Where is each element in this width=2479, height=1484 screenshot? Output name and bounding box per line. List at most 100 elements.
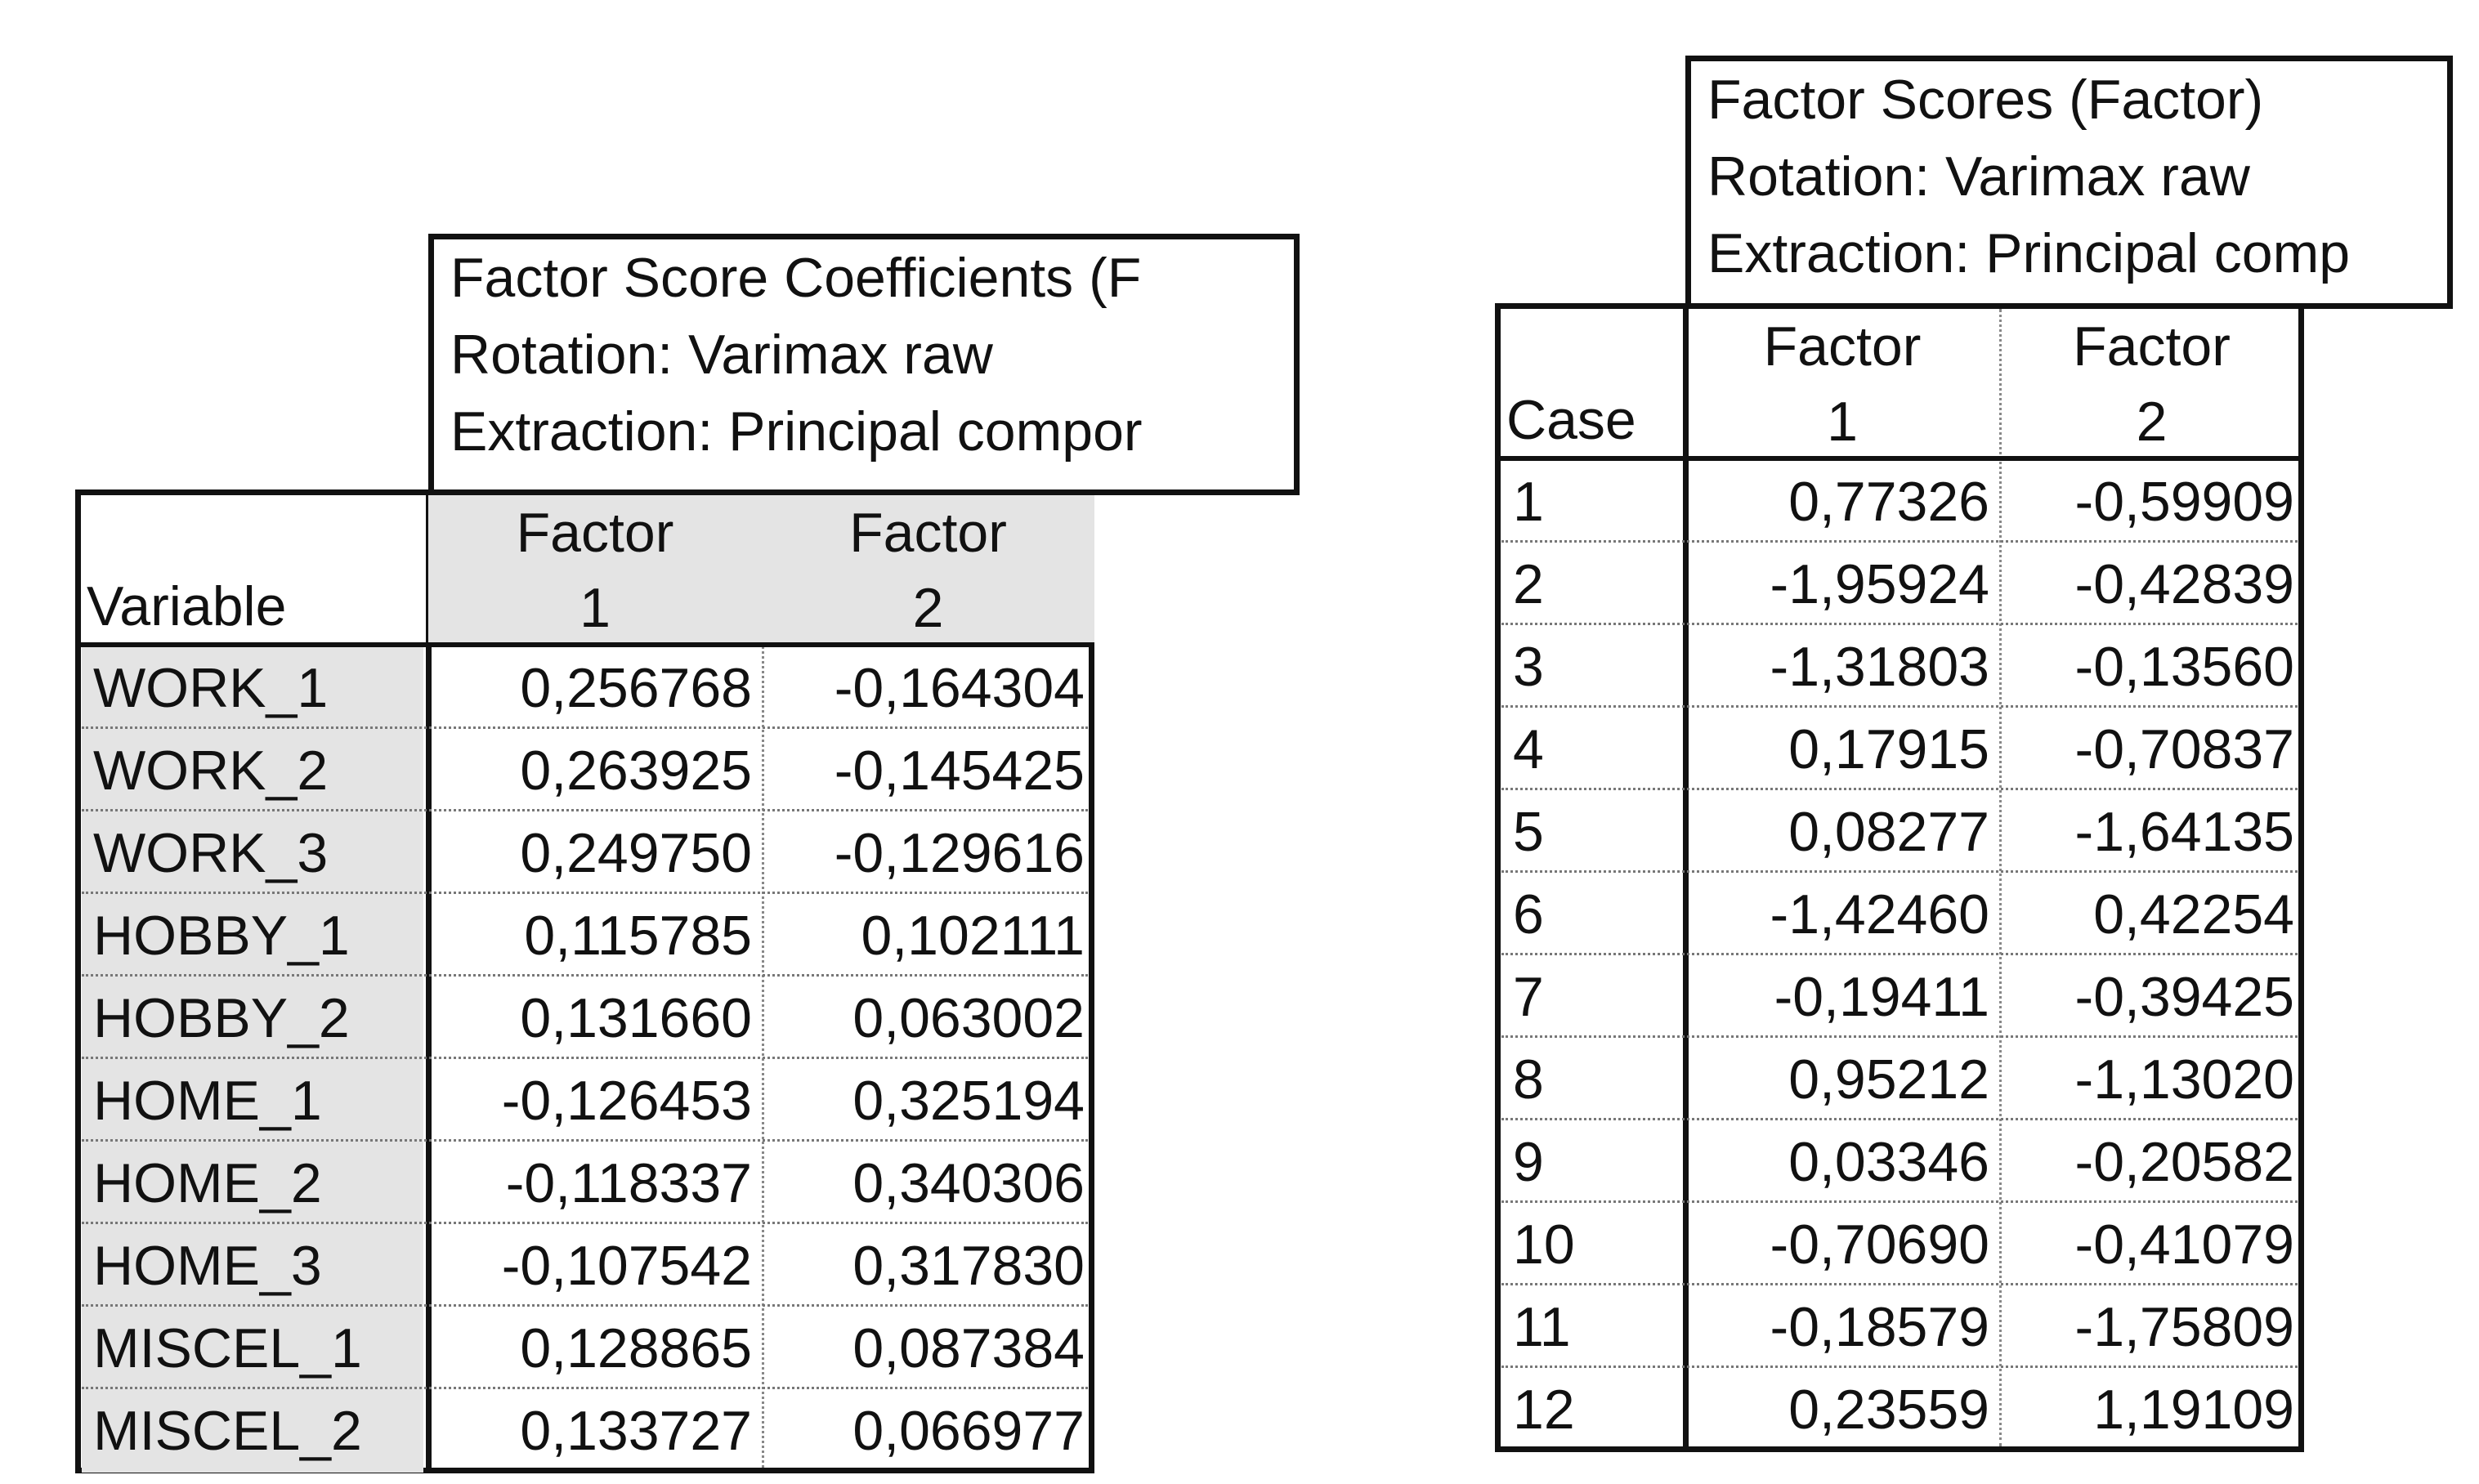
row-divider (82, 726, 1088, 729)
factor-header-line2: 2 (912, 577, 944, 639)
table-row-label: HOME_2 (82, 1142, 423, 1225)
table-cell-factor-2: 0,317830 (852, 1235, 1085, 1297)
factor-1-header: Factor 1 (428, 495, 762, 642)
row-header-label: Case (1506, 389, 1636, 451)
row-divider (82, 809, 1088, 811)
factor-scores-table: Factor Scores (Factor) Rotation: Varimax … (1495, 56, 2453, 1461)
table-cell-factor-2: 0,102111 (861, 905, 1085, 967)
factor-header-line1: Factor (516, 502, 674, 564)
factor-1-header: Factor 1 (1685, 309, 1999, 456)
table-cell-factor-1: 0,17915 (1788, 718, 1989, 780)
factor-header-line1: Factor (849, 502, 1007, 564)
table-cell-factor-1: 0,115785 (524, 905, 752, 967)
table-cell-factor-2: -0,13560 (2074, 636, 2294, 698)
table-cell-factor-2: -0,164304 (834, 657, 1085, 719)
table-cell-factor-2: 0,087384 (852, 1317, 1085, 1379)
table-cell-factor-2: -1,75809 (2074, 1296, 2294, 1358)
table-cell-factor-2: -0,41079 (2074, 1214, 2294, 1276)
table-row-label: 6 (1513, 883, 1544, 945)
table-cell-factor-1: -0,126453 (501, 1070, 752, 1132)
table-row-label: 11 (1513, 1296, 1571, 1358)
table-row-label: HOBBY_2 (82, 977, 423, 1060)
table-cell-factor-2: 0,066977 (852, 1400, 1085, 1462)
table-cell-factor-2: -0,39425 (2074, 966, 2294, 1028)
row-divider (1501, 1118, 2298, 1120)
table-cell-factor-2: 1,19109 (2093, 1379, 2294, 1441)
row-divider (82, 1222, 1088, 1224)
factor-2-header: Factor 2 (762, 495, 1094, 642)
title-line-3: Extraction: Principal compor (450, 400, 1143, 463)
row-divider (1501, 953, 2298, 955)
table-row-label: WORK_1 (82, 647, 423, 730)
table-cell-factor-1: -1,95924 (1770, 553, 1989, 615)
table-cell-factor-2: -0,129616 (834, 822, 1085, 884)
table-cell-factor-1: 0,256768 (520, 657, 752, 719)
table-cell-factor-1: -0,19411 (1774, 966, 1989, 1028)
factor-score-coefficients-table: Factor Score Coefficients (F Rotation: Va… (75, 234, 1300, 1476)
factor-header-line2: 2 (2136, 391, 2168, 453)
header-underline (75, 642, 1094, 647)
table-cell-factor-1: 0,133727 (520, 1400, 752, 1462)
table-cell-factor-1: 0,128865 (520, 1317, 752, 1379)
row-divider (82, 974, 1088, 977)
table-cell-factor-1: -0,70690 (1770, 1214, 1989, 1276)
table-cell-factor-1: -0,107542 (501, 1235, 752, 1297)
table-cell-factor-1: 0,263925 (520, 740, 752, 802)
table-cell-factor-1: 0,131660 (520, 987, 752, 1049)
factor-divider (1999, 309, 2002, 1446)
row-divider (82, 1057, 1088, 1059)
table-cell-factor-1: 0,08277 (1788, 801, 1989, 863)
row-divider (1501, 1035, 2298, 1038)
table-cell-factor-2: 0,063002 (852, 987, 1085, 1049)
title-line-2: Rotation: Varimax raw (1707, 145, 2250, 208)
row-divider (1501, 870, 2298, 873)
row-header-label: Variable (87, 575, 287, 637)
column-divider (1683, 303, 1689, 1450)
header-underline (1495, 456, 2304, 461)
column-divider (426, 489, 432, 1471)
table-row-label: WORK_2 (82, 730, 423, 812)
table-row-label: 10 (1513, 1214, 1575, 1276)
title-line-3: Extraction: Principal comp (1707, 222, 2351, 284)
table-cell-factor-1: -1,31803 (1770, 636, 1989, 698)
table-row-label: MISCEL_1 (82, 1307, 423, 1390)
row-divider (82, 1304, 1088, 1307)
row-divider (1501, 1366, 2298, 1368)
factor-header-line2: 1 (579, 577, 611, 639)
factor-header-line1: Factor (1763, 315, 1922, 378)
table-cell-factor-2: -1,13020 (2074, 1048, 2294, 1111)
table-cell-factor-2: -1,64135 (2074, 801, 2294, 863)
factor-header-line1: Factor (2073, 315, 2231, 378)
table-title: Factor Score Coefficients (F Rotation: Va… (428, 234, 1300, 495)
table-cell-factor-1: -1,42460 (1770, 883, 1989, 945)
row-divider (82, 1387, 1088, 1389)
row-divider (1501, 623, 2298, 625)
table-row-label: 4 (1513, 718, 1544, 780)
table-cell-factor-2: -0,42839 (2074, 553, 2294, 615)
row-divider (1501, 540, 2298, 543)
table-cell-factor-1: -0,118337 (505, 1152, 752, 1214)
table-cell-factor-2: 0,325194 (852, 1070, 1085, 1132)
factor-header-line2: 1 (1827, 391, 1858, 453)
table-row-label: 8 (1513, 1048, 1544, 1111)
table-title: Factor Scores (Factor) Rotation: Varimax … (1685, 56, 2453, 309)
table-cell-factor-1: 0,95212 (1788, 1048, 1989, 1111)
table-row-label: 3 (1513, 636, 1544, 698)
row-divider (1501, 705, 2298, 708)
table-cell-factor-1: 0,249750 (520, 822, 752, 884)
table-row-label: 7 (1513, 966, 1544, 1028)
factor-divider (762, 495, 764, 1468)
table-row-label: 12 (1513, 1379, 1575, 1441)
table-cell-factor-2: -0,70837 (2074, 718, 2294, 780)
table-cell-factor-1: 0,77326 (1788, 471, 1989, 533)
row-divider (82, 1139, 1088, 1142)
table-row-label: HOME_3 (82, 1225, 423, 1307)
table-row-label: HOBBY_1 (82, 895, 423, 977)
row-divider (82, 892, 1088, 894)
table-row-label: HOME_1 (82, 1060, 423, 1142)
factor-2-header: Factor 2 (1999, 309, 2304, 456)
table-cell-factor-1: 0,23559 (1788, 1379, 1989, 1441)
row-divider (1501, 1200, 2298, 1203)
table-cell-factor-2: -0,145425 (834, 740, 1085, 802)
table-cell-factor-2: -0,20582 (2074, 1131, 2294, 1193)
